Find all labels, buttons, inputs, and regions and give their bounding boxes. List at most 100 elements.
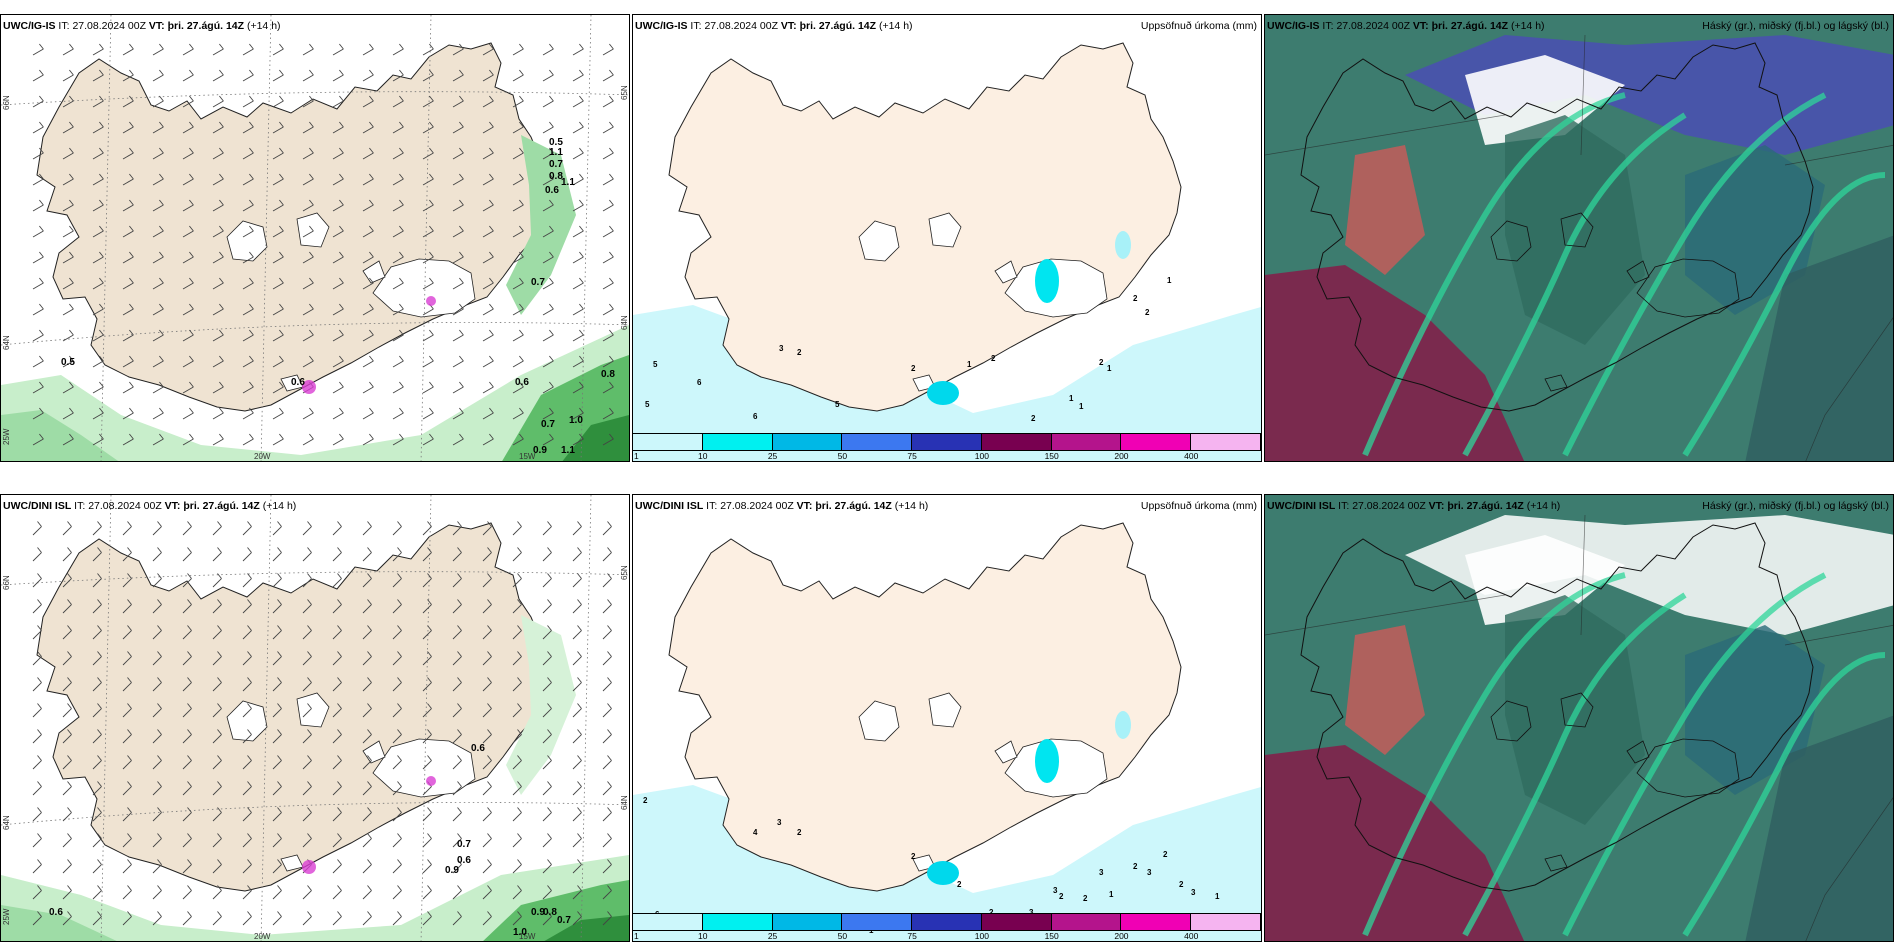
- colorbar-swatch: [633, 914, 703, 930]
- colorbar-swatch: [1121, 434, 1192, 450]
- precip-value-label: 3: [1053, 886, 1058, 895]
- precip-value-label: 2: [1163, 850, 1168, 859]
- colorbar-swatch: [1051, 434, 1122, 450]
- precip-value-label: 3: [1191, 888, 1196, 897]
- wind-value-label: 0.7: [457, 839, 471, 850]
- precip-colorbar: 1 10 25 50 75 100 150 200 400: [633, 433, 1261, 461]
- cloud-map: [1265, 495, 1893, 941]
- cloud-map: [1265, 15, 1893, 461]
- precip-value-label: 5: [835, 400, 840, 409]
- svg-text:15W: 15W: [519, 932, 536, 941]
- colorbar-swatch: [842, 434, 913, 450]
- colorbar-label: 150: [1044, 931, 1059, 941]
- wind-value-label: 1.1: [561, 445, 575, 456]
- precip-colorbar: 1 10 25 50 75 100 150 200 400: [633, 913, 1261, 941]
- panel-wind-row2: UWC/DINI ISL IT: 27.08.2024 00Z VT: þri.…: [0, 494, 630, 942]
- precip-value-label: 2: [797, 828, 802, 837]
- svg-text:64N: 64N: [2, 815, 11, 830]
- precip-value-label: 3: [1147, 868, 1152, 877]
- svg-text:64N: 64N: [2, 335, 11, 350]
- precip-value-label: 1: [1079, 402, 1084, 411]
- precip-value-label: 1: [1069, 394, 1074, 403]
- colorbar-label: 100: [974, 451, 989, 461]
- wind-value-label: 0.8: [549, 171, 563, 182]
- colorbar-swatch: [1121, 914, 1192, 930]
- precip-value-label: 1: [967, 360, 972, 369]
- svg-text:20W: 20W: [254, 932, 271, 941]
- colorbar-swatch: [702, 914, 773, 930]
- svg-text:64N: 64N: [620, 315, 629, 330]
- precip-value-label: 6: [753, 412, 758, 421]
- precip-value-label: 3: [777, 818, 782, 827]
- colorbar-label: 200: [1114, 451, 1129, 461]
- panel-wind-row1: UWC/IG-IS IT: 27.08.2024 00Z VT: þri. 27…: [0, 14, 630, 462]
- precip-value-label: 3: [779, 344, 784, 353]
- precip-value-label: 2: [1031, 414, 1036, 423]
- colorbar-label: 25: [767, 451, 778, 461]
- wind-value-label: 0.9: [533, 445, 547, 456]
- colorbar-label: 1: [634, 451, 639, 461]
- precip-value-label: 2: [911, 364, 916, 373]
- precip-value-label: 2: [989, 908, 994, 917]
- wind-value-label: 0.6: [545, 185, 559, 196]
- wind-value-label: 0.8: [601, 369, 615, 380]
- colorbar-boxes: [633, 433, 1261, 451]
- wind-value-label: 0.7: [557, 915, 571, 926]
- precip-value-label: 1: [1215, 892, 1220, 901]
- precip-value-label: 1: [1109, 890, 1114, 899]
- precip-value-label: 2: [643, 796, 648, 805]
- precip-value-label: 2: [797, 348, 802, 357]
- precip-value-label: 2: [1083, 894, 1088, 903]
- colorbar-label: 10: [698, 451, 708, 461]
- precip-value-label: 2: [1099, 358, 1104, 367]
- colorbar-swatch: [1051, 914, 1122, 930]
- colorbar-label: 200: [1114, 931, 1129, 941]
- panel-cloud-row2: UWC/DINI ISL IT: 27.08.2024 00Z VT: þri.…: [1264, 494, 1894, 942]
- colorbar-label: 50: [837, 451, 848, 461]
- panel-precip-row2: UWC/DINI ISL IT: 27.08.2024 00Z VT: þri.…: [632, 494, 1262, 942]
- colorbar-label: 10: [698, 931, 708, 941]
- cloud-title: Háský (gr.), miðský (fj.bl.) og lágský (…: [1702, 20, 1889, 32]
- wind-value-label: 0.7: [549, 159, 563, 170]
- colorbar-label: 1: [634, 931, 639, 941]
- precip-value-label: 2: [957, 880, 962, 889]
- colorbar-label: 75: [907, 931, 917, 941]
- wind-value-label: 1.0: [569, 415, 583, 426]
- panel-cloud-row1: UWC/IG-IS IT: 27.08.2024 00Z VT: þri. 27…: [1264, 14, 1894, 462]
- colorbar-label: 25: [767, 931, 778, 941]
- panel-title: UWC/DINI ISL IT: 27.08.2024 00Z VT: þri.…: [3, 500, 297, 512]
- cloud-title: Háský (gr.), miðský (fj.bl.) og lágský (…: [1702, 500, 1889, 512]
- wind-value-label: 1.0: [513, 927, 527, 938]
- precip-value-label: 1: [1167, 276, 1172, 285]
- colorbar-swatch: [981, 914, 1052, 930]
- svg-text:66N: 66N: [2, 95, 11, 110]
- wind-value-label: 0.7: [531, 277, 545, 288]
- precip-value-label: 2: [1145, 308, 1150, 317]
- colorbar-swatch: [842, 914, 913, 930]
- colorbar-swatch: [912, 434, 982, 450]
- precip-value-label: 3: [1029, 908, 1034, 917]
- colorbar-label: 50: [837, 931, 848, 941]
- wind-value-label: 0.6: [291, 377, 305, 388]
- panel-title: UWC/IG-IS IT: 27.08.2024 00Z VT: þri. 27…: [3, 20, 281, 32]
- svg-text:15W: 15W: [519, 452, 536, 461]
- precip-value-label: 2: [1179, 880, 1184, 889]
- colorbar-swatch: [772, 914, 843, 930]
- precip-value-label: 2: [1059, 892, 1064, 901]
- colorbar-label: 400: [1184, 931, 1199, 941]
- panel-title: UWC/DINI ISL IT: 27.08.2024 00Z VT: þri.…: [635, 500, 929, 512]
- wind-value-label: 0.7: [541, 419, 555, 430]
- precip-value-label: 5: [653, 360, 658, 369]
- svg-text:66N: 66N: [2, 575, 11, 590]
- svg-text:65N: 65N: [620, 85, 629, 100]
- colorbar-label: 75: [907, 451, 917, 461]
- panel-title: UWC/DINI ISL IT: 27.08.2024 00Z VT: þri.…: [1267, 500, 1561, 512]
- precip-title: Uppsöfnuð úrkoma (mm): [1140, 20, 1257, 32]
- panel-title: UWC/IG-IS IT: 27.08.2024 00Z VT: þri. 27…: [635, 20, 913, 32]
- wind-value-label: 0.5: [549, 137, 563, 148]
- wind-value-label: 0.6: [49, 907, 63, 918]
- precip-map: 5656325212221121221: [633, 15, 1261, 461]
- wind-value-label: 0.8: [543, 907, 557, 918]
